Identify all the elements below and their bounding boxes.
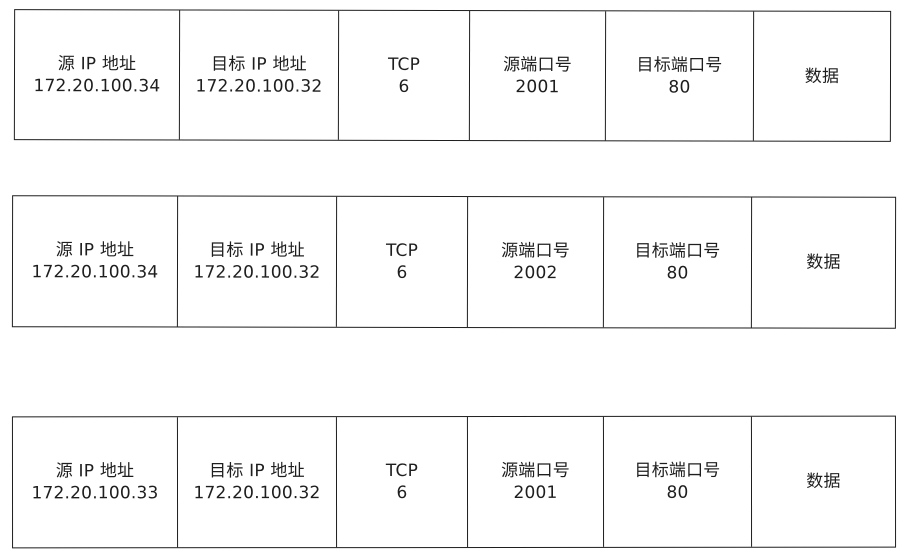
- source-ip-value: 172.20.100.34: [31, 262, 159, 283]
- source-port-label: 源端口号: [501, 460, 570, 481]
- destination-ip-cell: 目标 IP 地址 172.20.100.32: [177, 417, 338, 548]
- protocol-label: TCP: [387, 54, 421, 75]
- source-ip-label: 源 IP 地址: [55, 240, 135, 261]
- protocol-value: 6: [398, 76, 410, 97]
- source-ip-cell: 源 IP 地址 172.20.100.34: [14, 10, 181, 140]
- source-port-cell: 源端口号 2001: [469, 11, 607, 141]
- destination-port-cell: 目标端口号 80: [603, 416, 753, 547]
- source-ip-value: 172.20.100.33: [31, 483, 159, 504]
- data-cell: 数据: [754, 12, 890, 141]
- source-port-label: 源端口号: [503, 54, 572, 75]
- data-cell: 数据: [752, 198, 895, 328]
- source-port-value: 2001: [513, 482, 558, 503]
- protocol-cell: TCP 6: [338, 10, 471, 141]
- destination-port-cell: 目标端口号 80: [605, 11, 755, 141]
- packet-header-row: 源 IP 地址 172.20.100.34 目标 IP 地址 172.20.10…: [13, 9, 892, 142]
- destination-port-value: 80: [666, 263, 689, 284]
- protocol-value: 6: [396, 483, 408, 504]
- destination-port-value: 80: [668, 76, 691, 97]
- source-port-label: 源端口号: [501, 241, 570, 262]
- protocol-cell: TCP 6: [336, 416, 469, 548]
- protocol-label: TCP: [385, 240, 419, 261]
- data-cell: 数据: [752, 417, 895, 547]
- packet-header-row: 源 IP 地址 172.20.100.33 目标 IP 地址 172.20.10…: [11, 415, 897, 549]
- data-label: 数据: [806, 252, 841, 273]
- source-ip-cell: 源 IP 地址 172.20.100.33: [12, 417, 179, 548]
- destination-ip-cell: 目标 IP 地址 172.20.100.32: [177, 196, 338, 327]
- destination-port-label: 目标端口号: [634, 460, 721, 481]
- source-ip-value: 172.20.100.34: [33, 75, 161, 96]
- destination-port-label: 目标端口号: [634, 241, 721, 262]
- destination-ip-label: 目标 IP 地址: [209, 461, 305, 482]
- protocol-cell: TCP 6: [336, 196, 469, 328]
- data-label: 数据: [806, 471, 841, 492]
- destination-ip-value: 172.20.100.32: [193, 262, 321, 283]
- source-ip-cell: 源 IP 地址 172.20.100.34: [12, 196, 179, 327]
- source-port-value: 2002: [513, 263, 558, 284]
- destination-ip-label: 目标 IP 地址: [211, 53, 307, 75]
- destination-ip-cell: 目标 IP 地址 172.20.100.32: [179, 10, 340, 140]
- data-label: 数据: [804, 66, 840, 87]
- source-ip-label: 源 IP 地址: [57, 53, 137, 74]
- destination-ip-value: 172.20.100.32: [193, 483, 321, 504]
- source-port-value: 2001: [515, 76, 560, 97]
- source-ip-label: 源 IP 地址: [55, 461, 135, 482]
- destination-port-label: 目标端口号: [636, 54, 723, 76]
- source-port-cell: 源端口号 2001: [467, 416, 605, 547]
- destination-ip-label: 目标 IP 地址: [209, 240, 305, 261]
- destination-ip-value: 172.20.100.32: [195, 75, 323, 97]
- protocol-label: TCP: [385, 461, 419, 482]
- destination-port-cell: 目标端口号 80: [603, 197, 753, 328]
- source-port-cell: 源端口号 2002: [467, 197, 605, 328]
- protocol-value: 6: [396, 262, 408, 283]
- destination-port-value: 80: [666, 482, 689, 503]
- packet-header-row: 源 IP 地址 172.20.100.34 目标 IP 地址 172.20.10…: [11, 195, 897, 329]
